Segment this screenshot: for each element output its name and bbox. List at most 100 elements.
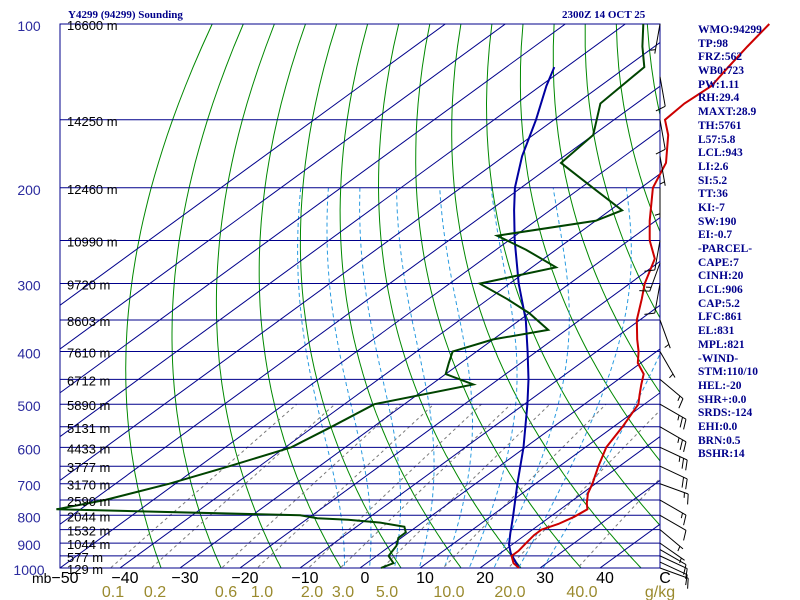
height-label: 6712 m [67, 373, 110, 388]
dry-adiabat [125, 24, 213, 568]
wind-barb-flag [678, 398, 684, 409]
wind-barb-staff [659, 426, 687, 443]
index-value: MAXT:28.9 [698, 106, 757, 119]
dry-adiabat [215, 24, 282, 568]
wind-barb-flag [683, 514, 687, 526]
temperature-tick-label: 20 [476, 570, 494, 587]
index-value: L57:5.8 [698, 133, 736, 146]
sounding-indices: WMO:94299 TP:98 FRZ:562 WB0:723 PW:1.11 RH:29… [698, 24, 762, 462]
pressure-tick-label: 200 [17, 182, 41, 198]
moist-adiabat [542, 352, 660, 568]
index-value: SI:5.2 [698, 174, 728, 187]
dry-adiabat [299, 24, 402, 568]
mixing-ratio-tick-label: 20.0 [494, 584, 525, 600]
wind-barb-flag [655, 148, 666, 155]
wind-barb-staff [659, 319, 671, 349]
wind-barb-flag [683, 564, 687, 575]
dry-adiabat [519, 24, 660, 462]
wind-barb-half-flag [677, 437, 680, 443]
index-value: STM:110/10 [698, 366, 759, 379]
index-value: FRZ:562 [698, 51, 743, 64]
wind-barb-staff [654, 240, 661, 271]
index-value: LI:2.6 [698, 160, 729, 173]
index-value: RH:29.4 [698, 92, 740, 105]
isotherm [419, 392, 660, 568]
wind-barb-half-flag [677, 395, 681, 402]
isotherm [239, 260, 660, 568]
mixing-ratio-line [307, 403, 482, 568]
station-title: Y4299 (94299) Sounding [68, 9, 183, 21]
wind-barb-flag [639, 290, 650, 292]
mixing-ratio-tick-label: 0.2 [144, 584, 166, 600]
wind-barb-half-flag [654, 213, 661, 216]
height-label: 5131 m [67, 421, 110, 436]
wind-barb-flag [683, 530, 687, 541]
index-value: HEL:-20 [698, 379, 742, 392]
index-value: BSHR:14 [698, 448, 745, 461]
wind-barb-flag [655, 105, 666, 112]
mixing-ratio-tick-label: g/kg [645, 584, 675, 600]
wind-barb-half-flag [650, 49, 656, 51]
wind-barbs [639, 23, 689, 589]
isotherm [179, 217, 660, 568]
height-label: 4433 m [67, 441, 110, 456]
moist-adiabat [326, 187, 372, 568]
pressure-tick-label: 600 [17, 441, 41, 457]
wind-barb-flag [681, 458, 685, 469]
pressure-unit-label: mb [32, 570, 52, 586]
mixing-ratio-tick-label: 3.0 [332, 584, 354, 600]
dry-adiabat [552, 24, 660, 394]
wind-barb-staff [659, 446, 688, 461]
wind-barb-staff [654, 23, 661, 54]
isotherm [599, 523, 660, 568]
mixing-ratio-line [220, 403, 402, 568]
index-value: SHR+:0.0 [698, 393, 747, 406]
mixing-ratio-line [339, 403, 512, 568]
temperature-tick-label: 30 [536, 570, 554, 587]
height-label: 16600 m [67, 18, 118, 33]
mixing-ratio-line [150, 403, 336, 568]
dry-adiabat [772, 24, 800, 580]
isotherm [119, 173, 660, 568]
isotherm [60, 41, 660, 482]
wind-barb-staff [659, 156, 666, 186]
height-label: 2590 m [67, 494, 110, 509]
dry-adiabat [485, 24, 660, 527]
height-label: 1532 m [67, 524, 110, 539]
mixing-ratio-line [256, 403, 435, 568]
isotherm [60, 24, 567, 394]
index-value: SRDS:-124 [698, 407, 753, 420]
index-value: CAPE:7 [698, 256, 739, 269]
wind-barb-flag [644, 269, 655, 272]
wind-barb-half-flag [659, 181, 665, 185]
height-label: 12460 m [67, 182, 118, 197]
wind-barb-staff [659, 403, 687, 420]
mixing-ratio-line [507, 409, 660, 568]
wind-barb-staff [659, 561, 688, 576]
wind-barb-flag [687, 493, 689, 505]
wind-barb-staff [649, 262, 661, 292]
dry-adiabat [377, 24, 522, 568]
index-value: -PARCEL- [698, 243, 753, 255]
pressure-tick-label: 900 [17, 537, 41, 553]
index-value: EL:831 [698, 325, 735, 338]
wind-barb-flag [685, 459, 688, 471]
isotherm [479, 435, 660, 568]
dry-adiabat [415, 24, 582, 568]
index-value: PW:1.11 [698, 78, 740, 91]
wind-barb-staff [659, 378, 684, 400]
temperature-tick-label: C [659, 570, 671, 587]
temperature-tick-label: −40 [111, 570, 138, 587]
temperature-tick-label: −10 [291, 570, 318, 587]
mixing-ratio-tick-label: 2.0 [301, 584, 323, 600]
mixing-ratio-tick-label: 40.0 [566, 584, 597, 600]
height-label: 3777 m [67, 460, 110, 475]
moist-adiabat [517, 187, 632, 568]
index-value: KI:-7 [698, 201, 725, 214]
mixing-ratio-tick-label: 0.1 [102, 584, 124, 600]
wind-barb-half-flag [680, 512, 684, 519]
mixing-ratio-line [109, 403, 298, 568]
moist-adiabat [297, 187, 345, 568]
pressure-tick-label: 300 [17, 278, 41, 294]
wind-barb-staff [659, 465, 688, 480]
